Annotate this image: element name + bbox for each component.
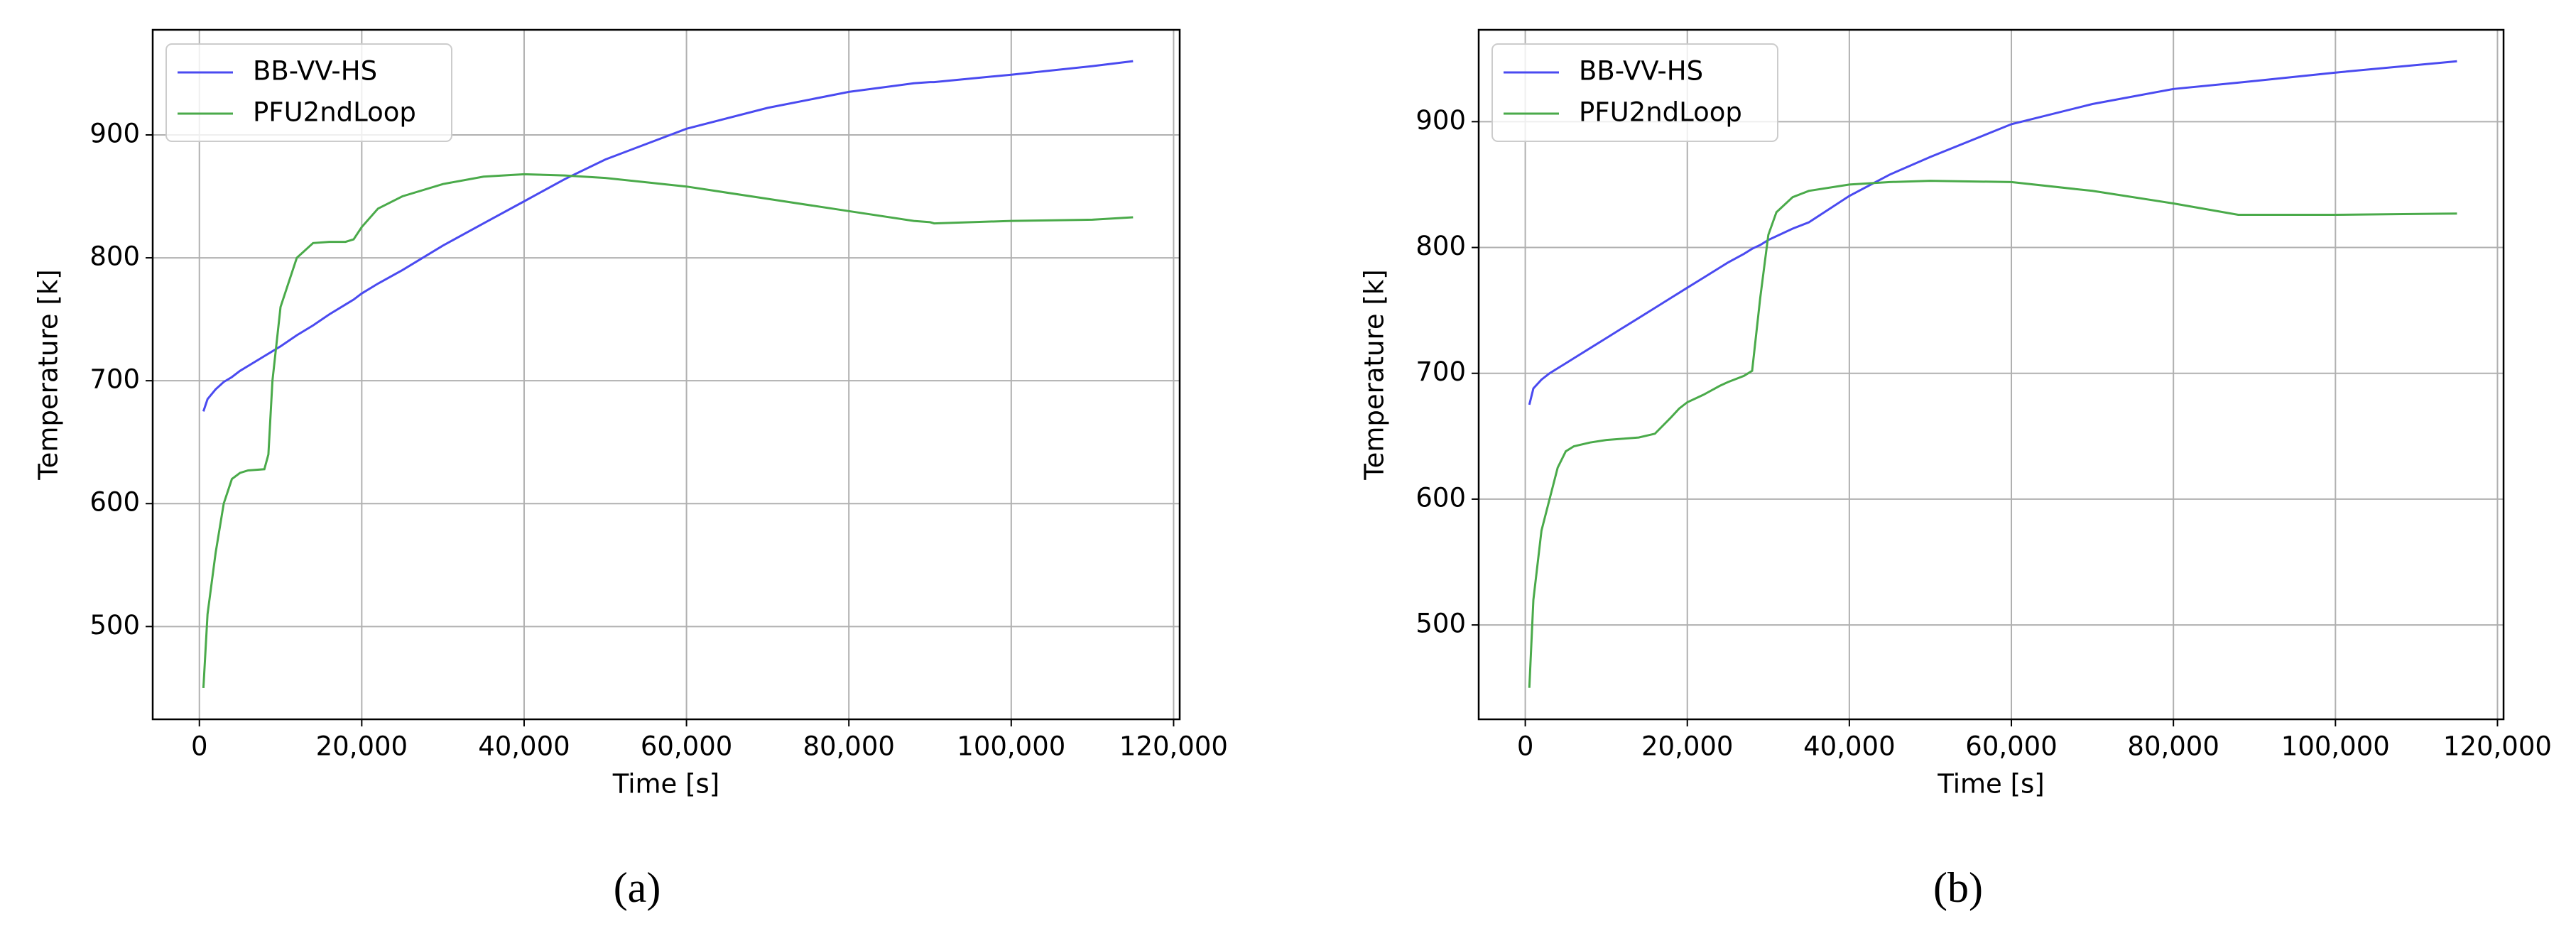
legend-label: BB-VV-HS (1579, 56, 1703, 87)
legend-label: BB-VV-HS (253, 56, 377, 87)
data-line (1528, 180, 2457, 688)
chart: 0 20,000 40,000 60,000 80,000 100,000 120,000 5… (1359, 28, 2552, 911)
y-tick-label: 600 (1415, 482, 1466, 513)
x-tick-label: 60,000 (641, 731, 732, 762)
y-tick-label: 600 (89, 487, 140, 518)
x-tick-label: 20,000 (316, 731, 408, 762)
y-tick-label: 700 (89, 364, 140, 395)
legend-label: PFU2ndLoop (1579, 97, 1742, 128)
legend-box (1491, 43, 1778, 142)
x-axis-label: Time [s] (1937, 769, 2044, 800)
data-line (202, 60, 1134, 412)
data-line (1528, 60, 2457, 405)
y-axis-label: Temperature [k] (1359, 269, 1390, 480)
x-tick-label: 80,000 (803, 731, 894, 762)
plot-frame (1477, 28, 2505, 721)
x-tick-label: 0 (191, 731, 208, 762)
chart: 0 20,000 40,000 60,000 80,000 100,000 120,000 5… (33, 28, 1228, 911)
legend: BB-VV-HS PFU2ndLoop (165, 43, 452, 142)
y-axis-label: Temperature [k] (33, 269, 64, 480)
y-tick-label: 500 (1415, 609, 1466, 639)
x-tick-label: 0 (1517, 731, 1534, 762)
x-axis-label: Time [s] (612, 769, 719, 800)
y-tick-label: 800 (89, 241, 140, 272)
y-tick-label: 500 (89, 610, 140, 641)
chart-caption: (a) (614, 864, 661, 911)
x-tick-label: 40,000 (1803, 731, 1895, 762)
x-tick-label: 20,000 (1641, 731, 1733, 762)
y-tick-label: 700 (1415, 356, 1466, 387)
x-tick-label: 40,000 (478, 731, 570, 762)
legend: BB-VV-HS PFU2ndLoop (1491, 43, 1778, 142)
x-tick-label: 120,000 (2443, 731, 2552, 762)
legend-box (165, 43, 452, 142)
x-tick-label: 80,000 (2127, 731, 2219, 762)
x-tick-label: 100,000 (2281, 731, 2390, 762)
x-tick-label: 60,000 (1965, 731, 2057, 762)
data-line (202, 173, 1134, 688)
x-tick-label: 120,000 (1119, 731, 1228, 762)
chart-caption: (b) (1933, 864, 1983, 911)
y-tick-label: 900 (89, 118, 140, 148)
y-tick-label: 900 (1415, 105, 1466, 136)
y-tick-label: 800 (1415, 231, 1466, 261)
legend-label: PFU2ndLoop (253, 97, 416, 128)
x-tick-label: 100,000 (957, 731, 1065, 762)
plot-frame (151, 28, 1181, 721)
